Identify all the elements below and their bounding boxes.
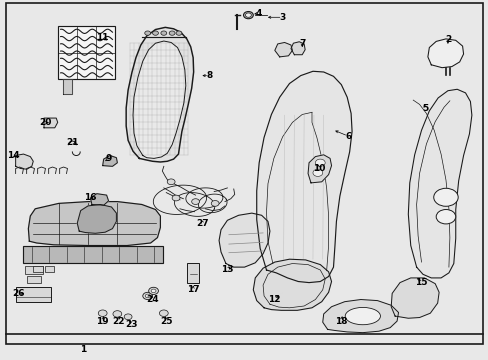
Circle shape [98,310,107,316]
FancyBboxPatch shape [6,3,482,344]
Text: 10: 10 [312,164,325,173]
Circle shape [312,169,322,176]
Circle shape [142,292,152,300]
Text: 7: 7 [298,39,305,48]
Circle shape [145,294,150,298]
Text: 20: 20 [39,118,51,127]
Text: 11: 11 [96,33,109,42]
Circle shape [124,314,132,320]
Text: 6: 6 [345,132,350,141]
Circle shape [152,31,158,35]
Circle shape [151,289,156,293]
Polygon shape [126,27,193,162]
Text: 26: 26 [12,289,25,298]
FancyBboxPatch shape [23,246,163,263]
Circle shape [167,179,175,185]
Circle shape [435,210,455,224]
Circle shape [159,310,168,316]
FancyBboxPatch shape [33,266,43,272]
Text: 8: 8 [206,71,212,80]
Polygon shape [290,42,305,55]
Text: 25: 25 [160,317,172,325]
Polygon shape [16,154,33,169]
Text: 18: 18 [334,317,347,325]
Circle shape [211,201,219,206]
Circle shape [161,31,166,35]
Circle shape [144,31,150,35]
Polygon shape [62,79,72,94]
Polygon shape [274,42,292,57]
Text: 9: 9 [105,154,112,163]
Polygon shape [407,89,471,278]
Circle shape [243,12,253,19]
Text: 5: 5 [422,104,427,113]
Text: 19: 19 [96,317,109,325]
Text: 23: 23 [124,320,137,329]
Circle shape [176,31,182,35]
Text: 22: 22 [112,317,124,325]
Polygon shape [322,300,398,333]
Circle shape [169,31,175,35]
Polygon shape [390,278,438,318]
Text: 21: 21 [66,138,79,147]
FancyBboxPatch shape [58,26,115,79]
Text: 24: 24 [146,295,159,304]
Polygon shape [219,213,269,267]
Polygon shape [253,259,331,310]
Polygon shape [28,202,160,246]
Polygon shape [427,39,463,68]
FancyBboxPatch shape [16,287,51,302]
Text: 17: 17 [186,285,199,294]
Circle shape [172,195,180,201]
Circle shape [113,311,122,317]
FancyBboxPatch shape [45,266,54,272]
FancyBboxPatch shape [186,263,199,283]
Text: 3: 3 [279,13,285,22]
Circle shape [191,199,199,204]
Text: 4: 4 [255,9,262,18]
Circle shape [245,13,251,17]
FancyBboxPatch shape [27,276,41,283]
Text: 12: 12 [267,295,280,304]
Polygon shape [256,71,351,283]
FancyBboxPatch shape [25,266,42,274]
Text: 14: 14 [7,151,20,160]
Polygon shape [307,155,331,183]
Text: 1: 1 [80,346,86,354]
Text: 15: 15 [414,278,427,287]
Circle shape [315,159,325,166]
Text: 2: 2 [444,35,450,44]
Polygon shape [77,204,116,233]
Circle shape [433,188,457,206]
Circle shape [148,287,158,294]
Polygon shape [44,118,58,128]
Text: 16: 16 [84,193,97,202]
Polygon shape [102,156,117,166]
Text: 27: 27 [196,219,209,228]
Ellipse shape [345,307,380,325]
Polygon shape [90,194,108,205]
Text: 13: 13 [220,266,233,275]
Polygon shape [133,41,185,158]
